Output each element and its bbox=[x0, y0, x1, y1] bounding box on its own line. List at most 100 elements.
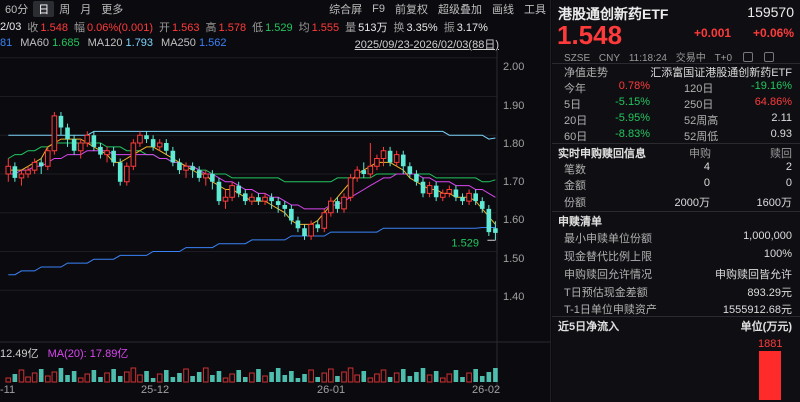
expand-icon[interactable] bbox=[763, 52, 774, 62]
perf-row: 今年 0.78% 120日 -19.16% bbox=[552, 80, 800, 95]
candle-body bbox=[229, 185, 235, 198]
volume-bar bbox=[420, 368, 426, 382]
candle-body bbox=[58, 115, 64, 128]
candle-body bbox=[256, 197, 261, 202]
volume-bar bbox=[84, 373, 91, 383]
candle-body bbox=[407, 166, 413, 174]
forward-adjust-button[interactable]: 前复权 bbox=[395, 4, 428, 16]
volume-bar bbox=[446, 373, 453, 383]
tab-daily[interactable]: 日 bbox=[33, 1, 55, 17]
close-value: 1.548 bbox=[40, 21, 68, 34]
tab-60min[interactable]: 60分 bbox=[5, 4, 29, 16]
ma-cut-value: 81 bbox=[0, 37, 13, 49]
perf-row: 5日 -5.15% 250日 64.86% bbox=[552, 96, 800, 111]
volume-bar bbox=[156, 373, 163, 383]
price-change-pct: +0.06% bbox=[752, 26, 794, 40]
candle-body bbox=[31, 161, 38, 171]
tab-weekly[interactable]: 周 bbox=[59, 4, 71, 16]
volume-bar bbox=[249, 372, 255, 383]
list-key: 申购赎回允许情况 bbox=[564, 269, 652, 281]
candle-body bbox=[216, 181, 222, 202]
sg-key: 金额 bbox=[564, 180, 586, 192]
candle-body bbox=[275, 201, 281, 205]
candle-body bbox=[183, 165, 189, 171]
candle-body bbox=[426, 185, 433, 194]
candle-body bbox=[117, 162, 123, 182]
f9-button[interactable]: F9 bbox=[372, 3, 385, 15]
list-value: 1,000,000 bbox=[743, 230, 792, 242]
volume-bar bbox=[242, 377, 248, 382]
volume-bar bbox=[256, 369, 261, 382]
trading-status: 交易中 bbox=[675, 53, 706, 64]
vol-ma-1: 12.49亿 bbox=[0, 348, 39, 360]
perf-row: 60日 -8.83% 52周低 0.93 bbox=[552, 128, 800, 143]
candle-body bbox=[347, 177, 354, 198]
sg-red: 1600万 bbox=[756, 197, 792, 209]
chart-toolbar: 60分 日 周 月 更多 综合屏 F9 前复权 超级叠加 画线 工具 bbox=[0, 0, 551, 18]
draw-line-button[interactable]: 画线 bbox=[492, 4, 514, 16]
volume-bar bbox=[439, 377, 446, 383]
candle-body bbox=[98, 146, 103, 155]
kline-svg[interactable]: 1.529 bbox=[0, 50, 551, 390]
open-value: 1.563 bbox=[172, 21, 200, 34]
kline-chart-panel[interactable]: 60分 日 周 月 更多 综合屏 F9 前复权 超级叠加 画线 工具 2/03 … bbox=[0, 0, 551, 402]
swing-value: 3.17% bbox=[456, 21, 488, 34]
volume-bar bbox=[460, 377, 465, 382]
ma60-value: 1.685 bbox=[52, 37, 80, 49]
volume-bar bbox=[65, 375, 70, 382]
trend-label[interactable]: 净值走势 bbox=[564, 67, 608, 79]
candle-body bbox=[51, 115, 58, 152]
vol-ma20-value: 17.89亿 bbox=[89, 348, 129, 360]
ma-legend: 81 MA60 1.685 MA120 1.793 MA250 1.562 20… bbox=[0, 36, 551, 51]
perf-value: -8.83% bbox=[615, 128, 650, 140]
candle-body bbox=[104, 150, 110, 156]
volume-bar bbox=[493, 368, 498, 382]
quote-date: 2/03 bbox=[0, 20, 22, 33]
list-key: 最小申赎单位份额 bbox=[564, 233, 652, 245]
subscribe-title: 实时申购赎回信息 bbox=[558, 148, 646, 160]
tab-more[interactable]: 更多 bbox=[101, 4, 124, 16]
tab-monthly[interactable]: 月 bbox=[80, 4, 92, 16]
volume-label: 量 bbox=[345, 21, 357, 34]
low-label: 低 bbox=[252, 21, 264, 34]
turnover-label: 换 bbox=[393, 21, 405, 34]
volume-bar bbox=[150, 378, 156, 382]
ma120-value: 1.793 bbox=[125, 37, 154, 49]
ma120-label: MA120 bbox=[87, 37, 123, 49]
volume-bar bbox=[117, 376, 123, 382]
candle-body bbox=[453, 189, 459, 198]
ma250-label: MA250 bbox=[161, 37, 196, 49]
ma250-value: 1.562 bbox=[198, 37, 227, 49]
tools-button[interactable]: 工具 bbox=[524, 4, 546, 16]
candle-body bbox=[202, 173, 209, 179]
y-tick: 1.50 bbox=[503, 253, 525, 265]
super-overlay-button[interactable]: 超级叠加 bbox=[438, 4, 482, 16]
candle-body bbox=[190, 166, 195, 171]
date-range[interactable]: 2025/09/23-2026/02/03(88日) bbox=[354, 39, 499, 51]
volume-bar bbox=[361, 371, 367, 382]
y-tick: 1.40 bbox=[503, 291, 525, 303]
volume-bar bbox=[210, 375, 215, 382]
candle-body bbox=[414, 174, 419, 182]
subscribe-col: 申购 bbox=[689, 148, 711, 160]
candle-body bbox=[433, 185, 439, 198]
volume-bar bbox=[289, 371, 294, 382]
flow-value: 1881 bbox=[758, 338, 783, 350]
candle-body bbox=[44, 150, 51, 167]
volume-value: 513万 bbox=[358, 21, 388, 34]
candle-body bbox=[18, 173, 25, 179]
settings-icon[interactable] bbox=[742, 52, 753, 62]
high-label: 高 bbox=[205, 21, 217, 34]
candle-body bbox=[77, 142, 84, 152]
composite-screen-button[interactable]: 综合屏 bbox=[329, 4, 363, 16]
perf-value: 0.93 bbox=[770, 128, 792, 140]
candle-body bbox=[493, 228, 498, 233]
low-marker: 1.529 bbox=[451, 237, 479, 249]
volume-bar bbox=[98, 377, 103, 382]
volume-bar bbox=[111, 369, 116, 382]
volume-bar bbox=[407, 376, 413, 382]
volume-bar bbox=[25, 376, 31, 383]
volume-bar bbox=[321, 372, 328, 383]
volume-bar bbox=[44, 375, 51, 383]
list-key: 现金替代比例上限 bbox=[564, 251, 652, 263]
